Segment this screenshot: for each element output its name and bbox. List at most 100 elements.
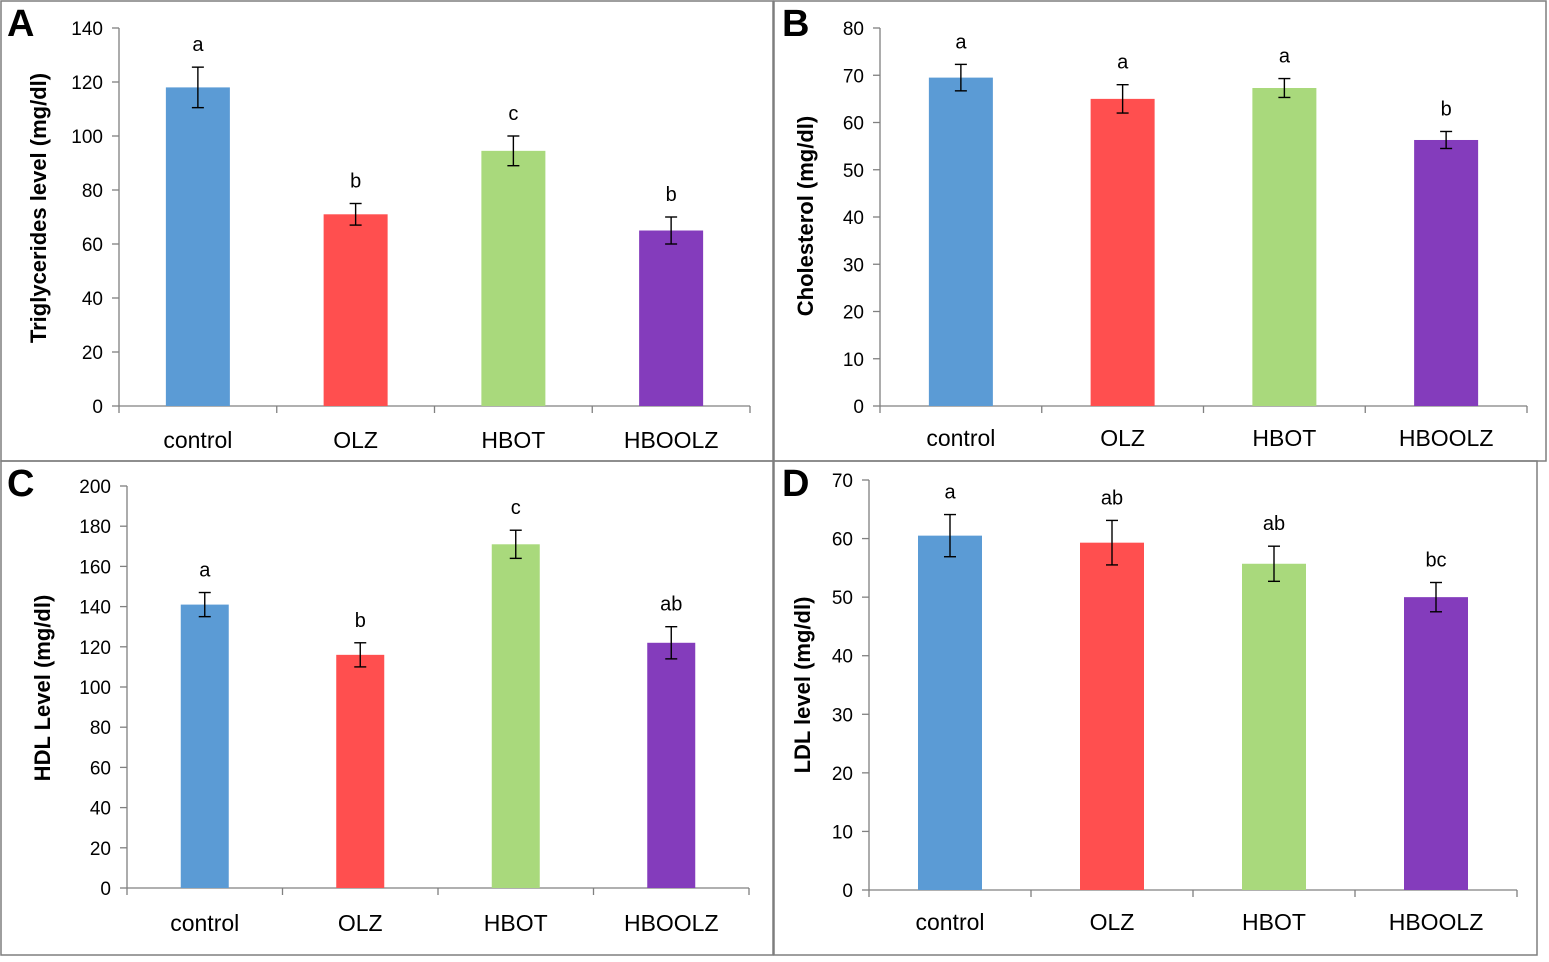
panel-d-significance-hbot: ab <box>1263 513 1285 535</box>
panel-a-y-tick-label: 140 <box>71 19 103 40</box>
panel-d-bar-olz <box>1080 542 1144 890</box>
panel-b: B Cholesterol (mg/dl) 0 10 20 30 40 50 60 70 80 a… <box>773 0 1547 462</box>
panel-c-y-tick-label: 200 <box>79 477 111 498</box>
panel-b-bar-hbot <box>1252 88 1317 406</box>
panel-d-border <box>773 460 1538 956</box>
panel-a-y-tick-label: 120 <box>71 73 103 94</box>
panel-a-bar-hbot <box>481 150 546 406</box>
panel-c-y-tick-label: 40 <box>90 799 111 820</box>
panel-c-significance-control: a <box>199 560 211 582</box>
panel-c-bar-hbot <box>491 544 540 888</box>
panel-c-category-label: OLZ <box>338 910 383 936</box>
panel-a-bar-control <box>165 87 230 407</box>
panel-a-letter: A <box>7 3 34 45</box>
panel-a-plot: 0 20 40 60 80 100 120 140 a control b OLZ c HBOT b HBOO… <box>71 19 751 453</box>
panel-c-y-tick-label: 60 <box>90 758 111 779</box>
panel-b-significance-hbot: a <box>1279 46 1291 68</box>
panel-d-category-label: HBOOLZ <box>1389 909 1484 935</box>
panel-b-y-tick-label: 60 <box>843 114 864 135</box>
panel-b-y-tick-label: 40 <box>843 208 864 229</box>
panel-c-y-tick-label: 120 <box>79 638 111 659</box>
panel-d-significance-olz: ab <box>1101 487 1123 509</box>
panel-d-y-tick-label: 30 <box>832 705 853 726</box>
panel-c-y-tick-label: 80 <box>90 718 111 739</box>
panel-c-bar-control <box>180 604 229 888</box>
panel-b-significance-hboolz: b <box>1441 98 1452 120</box>
panel-d-y-tick-label: 10 <box>832 822 853 843</box>
panel-c-significance-hbot: c <box>511 497 521 519</box>
panel-b-category-label: HBOOLZ <box>1399 425 1494 451</box>
panel-d-bar-control <box>918 535 982 890</box>
panel-b-plot: 0 10 20 30 40 50 60 70 80 a control a OLZ a HBOT b HBOOL… <box>843 19 1528 451</box>
panel-d-letter: D <box>782 463 809 505</box>
panel-a-bar-hboolz <box>639 230 704 406</box>
panel-d: D LDL level (mg/dl) 0 10 20 30 40 50 60 70 a cont… <box>773 460 1538 956</box>
panel-b-bar-control <box>928 77 993 407</box>
panel-a-bar-olz <box>323 214 388 406</box>
panel-b-bar-hboolz <box>1414 139 1479 407</box>
panel-d-bar-hbot <box>1242 563 1306 890</box>
panel-d-ylabel: LDL level (mg/dl) <box>790 597 815 774</box>
panel-d-y-tick-label: 20 <box>832 764 853 785</box>
panel-b-category-label: OLZ <box>1100 425 1145 451</box>
panel-b-significance-olz: a <box>1117 52 1129 74</box>
panel-d-significance-hboolz: bc <box>1425 550 1446 572</box>
panel-c-y-tick-label: 20 <box>90 839 111 860</box>
panel-a-significance-hboolz: b <box>666 184 677 206</box>
panel-a-ylabel: Triglycerides level (mg/dl) <box>26 73 51 343</box>
panel-c-y-tick-label: 0 <box>100 879 111 900</box>
panel-b-category-label: HBOT <box>1252 425 1316 451</box>
panel-b-y-tick-label: 50 <box>843 161 864 182</box>
panel-d-y-tick-label: 0 <box>842 881 853 902</box>
panel-c-y-tick-label: 160 <box>79 557 111 578</box>
panel-a-significance-control: a <box>192 34 204 56</box>
panel-c-significance-hboolz: ab <box>660 594 682 616</box>
panel-c-y-tick-label: 180 <box>79 517 111 538</box>
panel-c-significance-olz: b <box>355 610 366 632</box>
panel-a-y-tick-label: 80 <box>82 181 103 202</box>
panel-b-bar-olz <box>1090 98 1155 406</box>
panel-b-ylabel: Cholesterol (mg/dl) <box>793 116 818 316</box>
panel-d-category-label: HBOT <box>1242 909 1306 935</box>
panel-c-y-tick-label: 100 <box>79 678 111 699</box>
panel-d-significance-control: a <box>944 482 956 504</box>
panel-d-y-tick-label: 40 <box>832 647 853 668</box>
panel-c: C HDL Level (mg/dl) 0 20 40 60 80 100 120 140 16… <box>0 460 774 956</box>
panel-c-category-label: control <box>170 910 239 936</box>
panel-b-y-tick-label: 70 <box>843 66 864 87</box>
panel-c-ylabel: HDL Level (mg/dl) <box>30 595 55 782</box>
panel-a-significance-olz: b <box>350 171 361 193</box>
panel-a-category-label: HBOT <box>481 427 545 453</box>
panel-a-y-tick-label: 60 <box>82 235 103 256</box>
panel-b-significance-control: a <box>955 31 967 53</box>
panel-a-significance-hbot: c <box>508 103 518 125</box>
panel-d-bar-hboolz <box>1404 597 1468 890</box>
panel-d-y-tick-label: 50 <box>832 588 853 609</box>
panel-b-y-tick-label: 20 <box>843 303 864 324</box>
panel-a-category-label: OLZ <box>333 427 378 453</box>
panel-a: A Triglycerides level (mg/dl) 0 20 40 60 80 1… <box>0 0 774 462</box>
panel-a-category-label: HBOOLZ <box>624 427 719 453</box>
panel-c-bar-hboolz <box>647 642 696 888</box>
panel-a-y-tick-label: 0 <box>92 397 103 418</box>
panel-a-y-tick-label: 20 <box>82 343 103 364</box>
panel-b-y-tick-label: 0 <box>853 397 864 418</box>
panel-b-letter: B <box>782 3 809 45</box>
panel-c-category-label: HBOT <box>484 910 548 936</box>
panel-b-category-label: control <box>926 425 995 451</box>
panel-c-border <box>0 460 774 956</box>
panel-b-y-tick-label: 30 <box>843 255 864 276</box>
panel-b-y-tick-label: 10 <box>843 350 864 371</box>
panel-d-category-label: control <box>915 909 984 935</box>
panel-d-y-tick-label: 60 <box>832 530 853 551</box>
panel-c-y-tick-label: 140 <box>79 598 111 619</box>
panel-d-y-tick-label: 70 <box>832 471 853 492</box>
panel-b-y-tick-label: 80 <box>843 19 864 40</box>
panel-a-category-label: control <box>163 427 232 453</box>
panel-c-letter: C <box>7 463 34 505</box>
panel-d-plot: 0 10 20 30 40 50 60 70 a control ab OLZ ab HBOT bc HBOO… <box>832 471 1518 935</box>
panel-c-plot: 0 20 40 60 80 100 120 140 160 180 200 a control b OLZ c… <box>79 477 750 936</box>
panel-a-y-tick-label: 40 <box>82 289 103 310</box>
panel-a-y-tick-label: 100 <box>71 127 103 148</box>
